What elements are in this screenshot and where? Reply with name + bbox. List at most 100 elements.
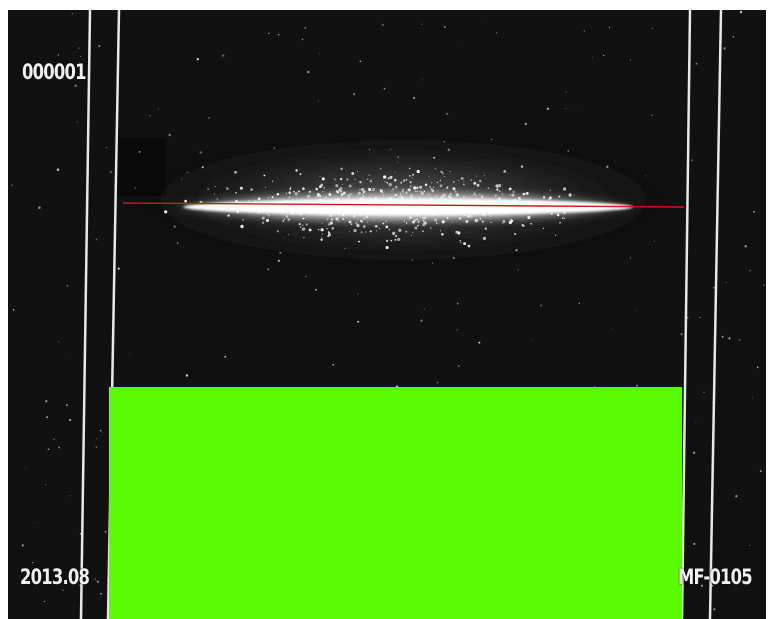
background-speckle	[201, 166, 204, 169]
background-speckle	[443, 26, 446, 29]
background-speckle	[208, 117, 210, 119]
background-speckle	[173, 225, 176, 228]
particle	[319, 176, 321, 178]
particle	[554, 234, 557, 236]
background-speckle	[317, 100, 320, 102]
background-speckle	[196, 58, 199, 61]
particle	[441, 172, 444, 175]
particle	[508, 187, 512, 191]
background-speckle	[78, 47, 80, 49]
particle	[320, 228, 324, 232]
particle	[417, 224, 419, 227]
background-speckle	[76, 121, 78, 123]
background-speckle	[168, 133, 171, 137]
particle	[402, 188, 404, 191]
background-speckle	[68, 418, 72, 422]
background-speckle	[763, 284, 765, 286]
particle	[353, 229, 357, 233]
background-speckle	[739, 10, 743, 14]
particle	[263, 174, 266, 177]
particle	[326, 227, 328, 230]
background-speckle	[47, 448, 50, 451]
background-speckle	[603, 54, 605, 57]
particle	[416, 169, 420, 174]
particle	[334, 178, 336, 181]
background-speckle	[456, 329, 458, 331]
particle	[335, 184, 339, 188]
background-speckle	[732, 35, 735, 38]
background-speckle	[431, 262, 433, 264]
particle	[429, 186, 431, 188]
background-speckle	[744, 245, 747, 248]
background-speckle	[629, 59, 632, 61]
particle	[315, 187, 318, 191]
background-speckle	[62, 589, 64, 591]
background-speckle	[520, 165, 524, 168]
particle	[439, 179, 442, 182]
background-speckle	[735, 495, 738, 498]
particle	[530, 222, 533, 225]
background-speckle	[421, 79, 423, 81]
particle	[452, 180, 455, 183]
background-speckle	[268, 32, 270, 35]
background-speckle	[279, 251, 282, 254]
particle	[430, 227, 432, 229]
background-speckle	[277, 259, 280, 262]
particle	[164, 210, 168, 214]
date-label: 2013.08	[20, 565, 90, 589]
particle	[549, 189, 552, 191]
background-speckle	[699, 316, 701, 319]
particle	[387, 177, 390, 180]
particle	[388, 228, 391, 231]
background-speckle	[575, 109, 577, 111]
background-speckle	[446, 112, 449, 115]
background-speckle	[713, 608, 716, 611]
particle	[385, 245, 389, 250]
particle	[351, 171, 355, 175]
particle	[321, 233, 324, 235]
background-speckle	[532, 339, 533, 341]
cloud-core	[183, 199, 633, 215]
video-frame: 000001 2013.08 MF-0105	[8, 10, 766, 619]
particle	[331, 226, 335, 230]
particle	[446, 186, 449, 189]
particle	[225, 187, 229, 190]
background-speckle	[70, 357, 71, 359]
background-speckle	[565, 91, 567, 93]
particle	[323, 187, 326, 189]
particle	[359, 189, 361, 191]
background-speckle	[267, 268, 270, 271]
background-speckle	[411, 259, 414, 261]
particle	[419, 185, 423, 189]
background-speckle	[540, 304, 542, 307]
particle	[414, 226, 418, 230]
particle	[476, 183, 480, 187]
particle	[276, 230, 279, 233]
background-speckle	[692, 451, 696, 454]
background-speckle	[693, 542, 696, 546]
particle	[463, 242, 467, 246]
particle	[405, 179, 408, 181]
particle	[392, 231, 396, 235]
particle	[357, 171, 358, 173]
particle	[379, 167, 382, 170]
background-speckle	[634, 309, 636, 311]
particle	[327, 235, 330, 238]
particle	[302, 224, 304, 226]
particle	[409, 181, 412, 184]
background-speckle	[608, 26, 611, 29]
background-speckle	[117, 267, 120, 270]
particle	[487, 187, 490, 189]
background-speckle	[134, 187, 136, 189]
particle	[298, 190, 300, 193]
particle	[365, 231, 367, 233]
particle	[390, 239, 393, 242]
particle	[299, 173, 302, 176]
particle	[207, 188, 209, 190]
particle	[407, 188, 411, 192]
background-speckle	[37, 521, 39, 523]
background-speckle	[149, 115, 151, 117]
background-speckle	[611, 328, 613, 330]
particle	[440, 170, 443, 173]
background-speckle	[11, 184, 13, 186]
